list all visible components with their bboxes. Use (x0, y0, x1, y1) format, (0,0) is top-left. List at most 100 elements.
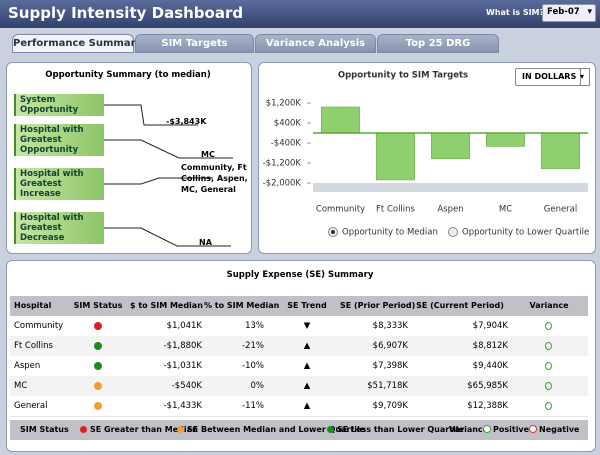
cell: -21% (242, 341, 264, 351)
trend-icon: ▲ (303, 401, 311, 411)
bar (321, 106, 360, 134)
title: Supply Intensity Dashboard (8, 4, 244, 22)
connector (104, 104, 198, 126)
legend-label: SE Between Median and Lower Quartile (187, 425, 366, 434)
cell: Community (14, 321, 64, 331)
cell: 0% (250, 381, 265, 391)
column-header: $ to SIM Median (130, 301, 203, 310)
legend-ring (483, 425, 491, 433)
opportunity-label: Hospital with Greatest Opportunity (14, 124, 104, 156)
x-tick-label: Community (316, 205, 365, 215)
connector (104, 227, 231, 247)
floor (313, 183, 588, 192)
cell: -$540K (171, 381, 202, 391)
table-title: Supply Expense (SE) Summary (226, 270, 374, 280)
header (0, 0, 600, 28)
column-header: SIM Status (73, 301, 123, 310)
period-select[interactable]: Feb-07 ▾ (542, 4, 596, 22)
bar (376, 132, 415, 181)
y-tick-label: $1,200K (266, 99, 302, 109)
cell: -10% (242, 361, 264, 371)
table-header-bg (10, 296, 588, 316)
column-header: SE (Prior Period) (340, 301, 416, 310)
variance-icon (545, 342, 552, 350)
period: Feb-07 (547, 7, 580, 17)
legend-dot (80, 426, 87, 433)
y-tick-label: -$1,200K (263, 159, 302, 169)
legend-title: Variance (449, 425, 489, 434)
cell: Aspen (14, 361, 41, 371)
variance-icon (545, 402, 552, 410)
cell: -$1,031K (163, 361, 202, 371)
status-dot (94, 382, 102, 390)
y-tick-label: $400K (274, 119, 302, 129)
tab[interactable]: Performance Summary (12, 34, 142, 53)
cell: $6,907K (372, 341, 408, 351)
x-tick-label: Aspen (437, 205, 463, 215)
legend-ring (529, 425, 537, 433)
opportunity-value: NA (199, 238, 212, 247)
cell: 13% (245, 321, 264, 331)
opportunity-value: -$3,843K (166, 117, 207, 126)
radio-label: Opportunity to Lower Quartile (462, 228, 589, 238)
unit-select[interactable]: IN DOLLARS (515, 68, 581, 86)
cell: -11% (242, 401, 264, 411)
opportunity-connectors (104, 104, 233, 247)
column-header: % to SIM Median (204, 301, 280, 310)
trend-icon: ▲ (303, 381, 311, 391)
cell: $9,709K (372, 401, 408, 411)
cell: $8,333K (372, 321, 408, 331)
opportunity-label: Hospital with Greatest Increase (14, 168, 104, 200)
status-dot (94, 362, 102, 370)
tab[interactable]: Variance Analysis (255, 34, 376, 53)
bar (486, 132, 525, 147)
x-tick-label: Ft Collins (376, 205, 416, 215)
column-header: SE Trend (287, 301, 327, 310)
opportunity-value: Community, Ft Collins, Aspen, MC, Genera… (181, 163, 248, 194)
opportunity-label: System Opportunity (14, 94, 104, 116)
cell: $65,985K (467, 381, 508, 391)
status-dot (94, 322, 102, 330)
trend-icon: ▲ (303, 361, 311, 371)
opportunity-label: Hospital with Greatest Decrease (14, 212, 104, 244)
cell: -$1,880K (163, 341, 202, 351)
trend-icon: ▲ (303, 341, 311, 351)
status-dot (94, 402, 102, 410)
status-dot (94, 342, 102, 350)
chart: Opportunity to SIM Targets $1,200K $400K -$… (263, 71, 590, 238)
x-tick-label: MC (499, 205, 512, 215)
tab[interactable]: SIM Targets (135, 34, 254, 53)
cell: $7,904K (472, 321, 508, 331)
cell: Ft Collins (14, 341, 53, 351)
radio-label: Opportunity to Median (342, 228, 438, 238)
bar (541, 132, 580, 170)
y-tick-label: -$2,000K (263, 179, 302, 189)
cell: MC (14, 381, 28, 391)
cell: $12,388K (467, 401, 508, 411)
panel-title: Opportunity Summary (to median) (45, 70, 211, 80)
radio-dot (331, 230, 335, 234)
opportunity-value: MC (201, 150, 215, 159)
chart-title: Opportunity to SIM Targets (338, 71, 468, 81)
legend-dot (327, 426, 334, 433)
legend-dot (177, 426, 184, 433)
help-link[interactable]: What is SIM? (486, 8, 545, 17)
legend-label: SE Less than Lower Quartile (337, 425, 464, 434)
chart-panel (258, 62, 596, 254)
dropdown-arrow[interactable]: ▾ (575, 68, 590, 86)
table-row (10, 396, 588, 417)
cell: $9,440K (472, 361, 508, 371)
tab[interactable]: Top 25 DRG (377, 34, 499, 53)
legend-label: Negative (539, 425, 580, 434)
legend-label: Positive (493, 425, 530, 434)
y-tick-label: -$400K (271, 139, 302, 149)
radio (448, 227, 458, 237)
column-header: SE (Current Period) (416, 301, 504, 310)
cell: $7,398K (372, 361, 408, 371)
variance-icon (545, 322, 552, 330)
variance-icon (545, 382, 552, 390)
cell: $1,041K (166, 321, 202, 331)
legend-bg (10, 420, 588, 440)
legend-title: SIM Status (20, 425, 69, 434)
